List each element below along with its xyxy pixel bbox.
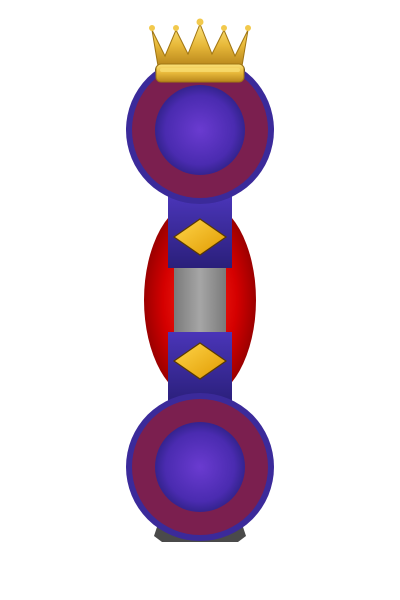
upper-connector [168, 196, 232, 268]
lower-connector [168, 332, 232, 404]
lower-diamond-icon [172, 342, 228, 380]
top-disc [126, 56, 274, 204]
crown-icon [149, 18, 251, 83]
bottom-disc [126, 393, 274, 541]
upper-diamond-icon [172, 218, 228, 256]
